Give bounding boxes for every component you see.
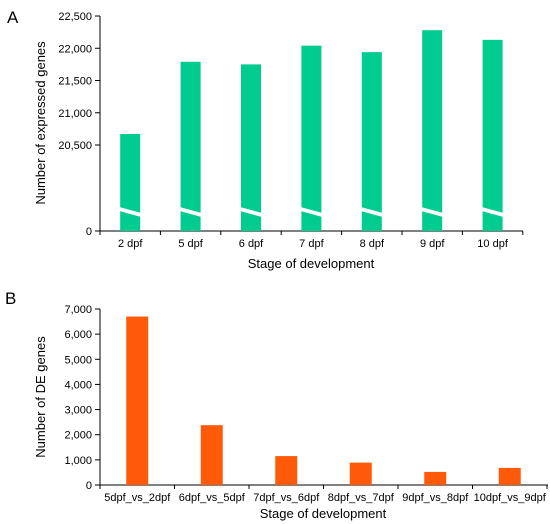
panel-a-bar	[482, 39, 503, 231]
panel-b-x-tick-label: 7dpf_vs_6dpf	[253, 492, 320, 504]
panel-b-y-tick-label: 6,000	[64, 329, 92, 341]
panel-b-bar	[275, 456, 298, 485]
panel-b-y-tick-label: 4,000	[64, 379, 92, 391]
panel-a-bar	[120, 134, 141, 231]
panel-a-y-tick-label: 20,500	[58, 140, 92, 152]
panel-b-x-tick-label: 8dpf_vs_7dpf	[328, 492, 395, 504]
panel-a-bar	[301, 45, 322, 231]
panel-a-y-tick-label: 22,000	[58, 43, 92, 55]
panel-a-axis-break-mark	[300, 207, 323, 217]
panel-a-axis-break-mark	[421, 207, 444, 217]
panel-a-y-tick-label: 21,000	[58, 108, 92, 120]
panel-b-bar	[349, 462, 372, 485]
panel-a-axis-break-mark	[240, 207, 262, 217]
panel-a-x-tick-label: 8 dpf	[360, 238, 385, 250]
panel-a-x-tick-label: 6 dpf	[239, 238, 264, 250]
panel-a-bar	[241, 64, 261, 231]
panel-a-x-tick-label: 5 dpf	[178, 238, 203, 250]
panel-a-bar	[422, 30, 443, 231]
panel-b-y-tick-label: 3,000	[64, 405, 92, 417]
panel-b-y-axis-title: Number of DE genes	[33, 336, 48, 458]
panel-b-x-tick-label: 10dpf_vs_9dpf	[474, 492, 547, 504]
panel-a-bar	[361, 52, 382, 232]
panel-a: A 0 20,500 21,000 21,500 22,000 22,500 2 dpf 5…	[7, 8, 524, 271]
panel-b-x-tick-label: 9dpf_vs_8dpf	[402, 492, 469, 504]
panel-b-y-tick-label: 0	[86, 480, 92, 492]
panel-b: B 0 1,000 2,000 3,000 4,000 5,000 6,000 7,000 5…	[5, 289, 548, 521]
panel-a-x-tick-label: 7 dpf	[299, 238, 324, 250]
panel-a-x-axis-title: Stage of development	[248, 256, 375, 271]
panel-b-bar	[126, 316, 149, 485]
panel-b-letter: B	[5, 289, 16, 308]
panel-a-y-tick-label: 22,500	[58, 11, 92, 23]
panel-a-y-tick-label: 21,500	[58, 76, 92, 88]
panel-b-y-tick-label: 5,000	[64, 354, 92, 366]
panel-a-x-tick-label: 9 dpf	[420, 238, 445, 250]
panel-a-axis-break-mark	[179, 207, 202, 217]
panel-b-x-tick-label: 5dpf_vs_2dpf	[104, 492, 171, 504]
panel-a-axis-break-mark	[481, 207, 504, 217]
panel-b-y-tick-label: 7,000	[64, 304, 92, 316]
panel-a-bar	[180, 61, 201, 231]
panel-b-y-tick-label: 1,000	[64, 455, 92, 467]
panel-a-letter: A	[7, 8, 19, 27]
panel-a-y-axis-title: Number of expressed genes	[33, 41, 48, 205]
panel-a-x-tick-label: 10 dpf	[477, 238, 509, 250]
panel-a-x-tick-label: 2 dpf	[118, 238, 143, 250]
panel-b-y-tick-label: 2,000	[64, 430, 92, 442]
panel-b-x-axis-title: Stage of development	[260, 506, 387, 521]
panel-b-x-tick-label: 6dpf_vs_5dpf	[179, 492, 246, 504]
panel-b-bar	[424, 471, 447, 485]
panel-a-axis-break-mark	[360, 207, 383, 217]
panel-a-axis-break-mark	[119, 207, 142, 217]
panel-a-y-tick-label: 0	[86, 226, 92, 238]
panel-b-bar	[498, 467, 521, 485]
panel-b-bar	[200, 425, 223, 485]
